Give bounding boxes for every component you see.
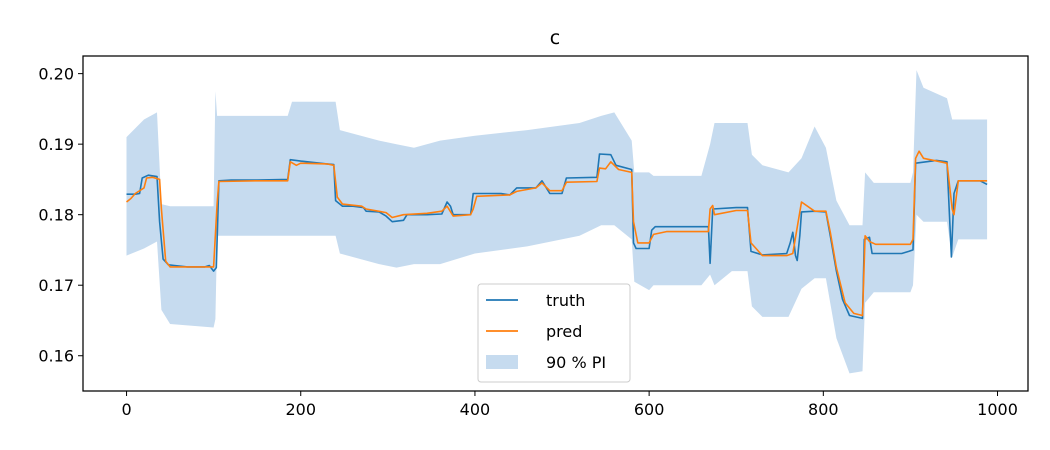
x-tick-label: 800 bbox=[808, 400, 839, 419]
x-tick-label: 0 bbox=[121, 400, 131, 419]
axes: 0 200 400 600 800 1000 0.16 0.17 0.18 0.19 0.20 bbox=[38, 65, 1018, 419]
pi-band bbox=[126, 70, 988, 374]
chart-title: c bbox=[550, 27, 560, 49]
y-tick-label: 0.16 bbox=[38, 347, 74, 366]
plot-frame bbox=[82, 55, 1029, 392]
plot-area bbox=[126, 70, 988, 374]
legend: truth pred 90 % PI bbox=[477, 283, 631, 383]
series-line-pred bbox=[126, 150, 988, 317]
y-tick-label: 0.19 bbox=[38, 135, 74, 154]
x-tick-label: 600 bbox=[634, 400, 665, 419]
x-tick-label: 200 bbox=[285, 400, 316, 419]
y-tick-label: 0.17 bbox=[38, 276, 74, 295]
legend-label: truth bbox=[546, 291, 585, 310]
legend-label: 90 % PI bbox=[546, 353, 606, 372]
legend-label: pred bbox=[546, 322, 582, 341]
y-tick-label: 0.20 bbox=[38, 65, 74, 84]
y-tick-label: 0.18 bbox=[38, 206, 74, 225]
x-tick-label: 400 bbox=[460, 400, 491, 419]
x-tick-label: 1000 bbox=[977, 400, 1018, 419]
legend-swatch-pi bbox=[486, 355, 518, 369]
